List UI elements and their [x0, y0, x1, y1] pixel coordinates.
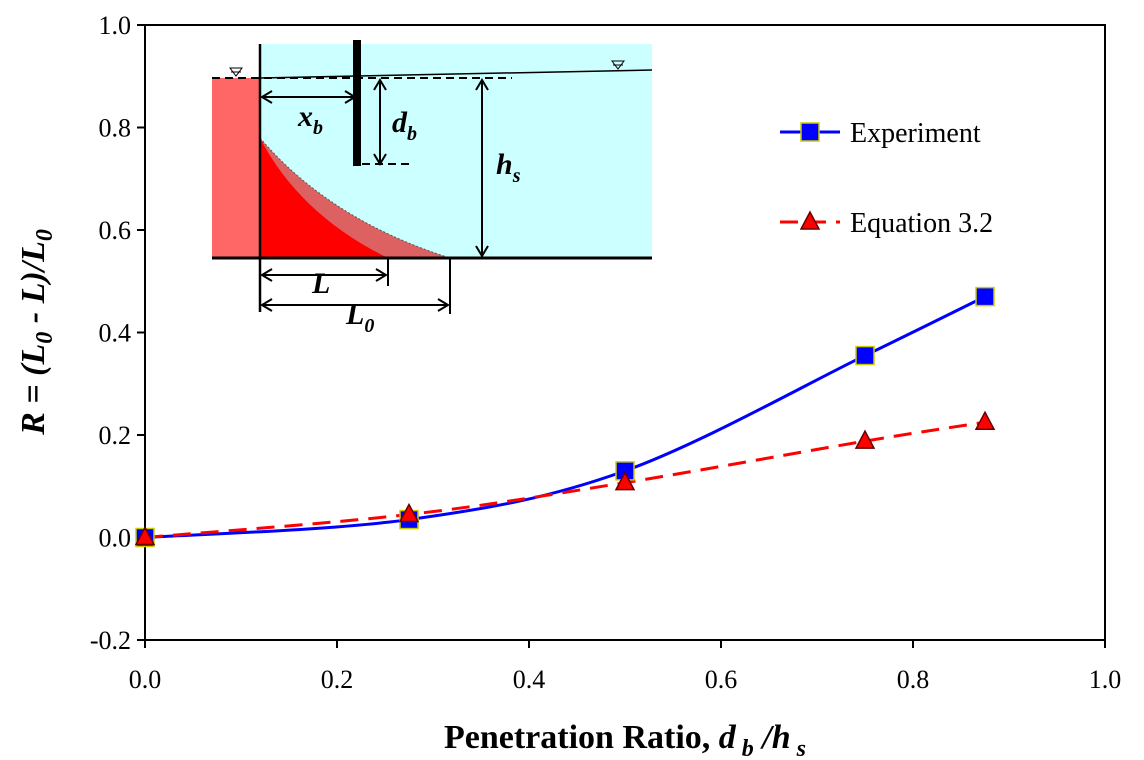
marker	[799, 210, 821, 230]
annotation-text: L	[311, 267, 330, 300]
annotation-subscript: s	[512, 165, 521, 187]
y-axis-label: R = (L0 - L)/L0	[15, 229, 58, 436]
x-label-part: d	[719, 719, 737, 756]
y-tick-label: 0.8	[99, 114, 132, 143]
x-tick-label: 0.4	[513, 665, 546, 694]
y-tick-label: 0.4	[99, 319, 132, 348]
x-tick-label: 0.0	[129, 665, 162, 694]
y-tick-label: 0.6	[99, 216, 132, 245]
x-tick-label: 0.8	[897, 665, 930, 694]
legend-label: Experiment	[850, 118, 981, 149]
marker	[974, 410, 996, 430]
annotation: L0	[345, 298, 374, 337]
annotation-subscript: b	[407, 123, 417, 145]
annotation-text: L	[345, 298, 364, 331]
y-tick-label: 0.0	[99, 524, 132, 553]
marker	[398, 502, 420, 523]
marker	[134, 525, 156, 546]
annotation-subscript: 0	[364, 315, 374, 337]
x-label-part: /h	[754, 719, 791, 756]
sand-block	[212, 78, 260, 258]
series-line	[144, 420, 986, 539]
annotation: db	[392, 106, 417, 145]
annotation-text: x	[297, 100, 313, 133]
annotation: L	[311, 267, 330, 300]
annotation-text: d	[392, 106, 408, 139]
x-tick-label: 0.2	[321, 665, 354, 694]
x-tick-label: 1.0	[1089, 665, 1122, 694]
y-label-part: R = (L	[15, 344, 52, 436]
scour-outline	[259, 137, 451, 259]
legend: Experiment Equation 3.2	[780, 118, 993, 239]
marker	[975, 286, 995, 307]
y-tick-label: 1.0	[99, 11, 132, 40]
x-label-part: b	[736, 736, 754, 760]
x-axis-label: Penetration Ratio, d b /h s	[444, 719, 806, 760]
annotation: xb	[297, 100, 323, 139]
water-symbol	[611, 60, 625, 70]
marker	[614, 471, 636, 491]
dimension-arrows	[260, 78, 489, 314]
y-label-part: 0	[32, 229, 58, 241]
water-surface	[259, 69, 653, 79]
annotation: hs	[496, 148, 521, 187]
x-label-part: s	[791, 736, 806, 760]
y-label-part: - L)/L	[15, 241, 52, 332]
x-label-part: Penetration Ratio,	[444, 719, 719, 756]
legend-label: Equation 3.2	[850, 208, 993, 239]
x-tick-label: 0.6	[705, 665, 738, 694]
inset-diagram: xb db hs L L0	[212, 40, 653, 337]
water-symbol	[229, 67, 243, 77]
marker	[800, 122, 820, 142]
series-line	[144, 295, 986, 539]
annotation-subscript: b	[313, 117, 323, 139]
marker	[855, 345, 875, 366]
y-tick-label: -0.2	[90, 626, 131, 655]
scour	[260, 138, 388, 258]
annotation-text: h	[496, 148, 513, 181]
marker	[854, 429, 876, 449]
y-label-part: 0	[32, 332, 58, 344]
y-tick-label: 0.2	[99, 421, 132, 450]
